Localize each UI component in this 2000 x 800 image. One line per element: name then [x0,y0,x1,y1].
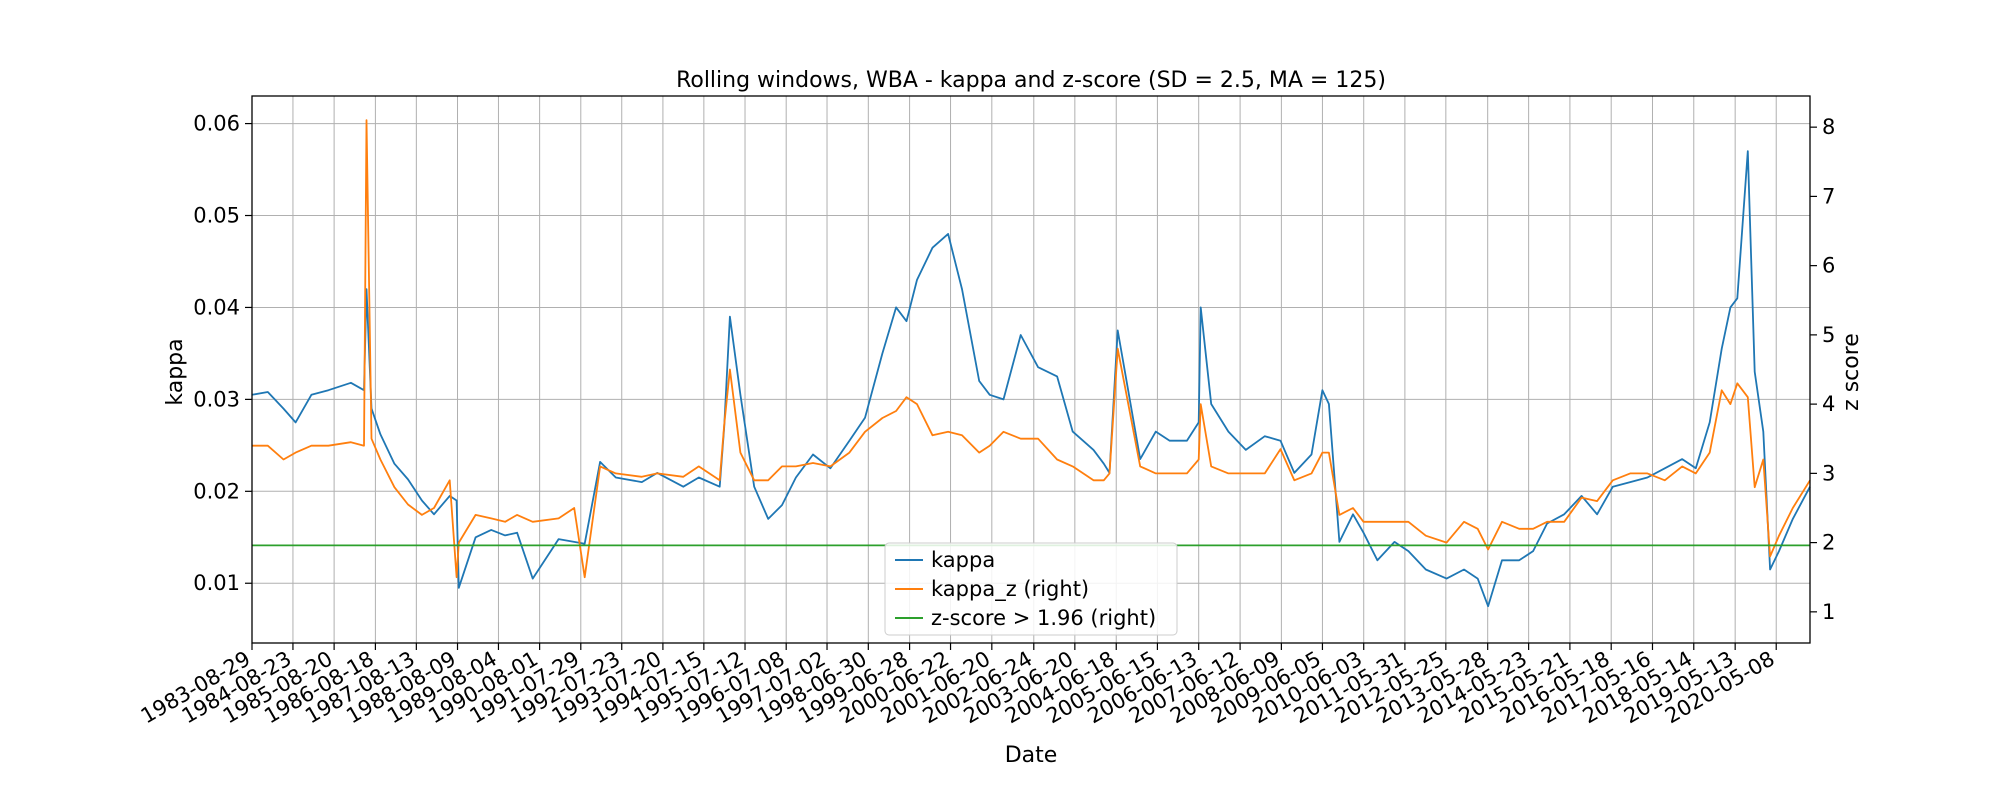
y-gridlines [252,123,1810,584]
y2-tick-label: 3 [1822,461,1835,485]
legend: kappa kappa_z (right) z-score > 1.96 (ri… [884,542,1178,636]
series-line-kappa [251,150,1811,608]
y2-tick-label: 4 [1822,392,1835,416]
x-axis-ticks: 1983-08-291984-08-231985-08-201986-08-18… [137,643,1779,728]
y-tick-label: 0.02 [193,479,240,503]
series-line-kappa-z [252,119,1811,579]
x-axis-title: Date [1005,743,1058,768]
y2-tick-label: 2 [1822,531,1835,555]
y-axis-title: kappa [163,338,188,405]
plot-frame [251,95,1811,644]
y2-tick-label: 5 [1822,323,1835,347]
series-layer [251,119,1811,608]
y-tick-label: 0.05 [193,204,240,228]
legend-label-threshold: z-score > 1.96 (right) [931,606,1156,630]
y-tick-label: 0.06 [193,112,240,136]
chart-title: Rolling windows, WBA - kappa and z-score… [676,68,1386,93]
y-tick-label: 0.03 [193,387,240,411]
y2-axis-title: z score [1839,333,1864,411]
y2-tick-label: 7 [1822,184,1835,208]
y2-tick-label: 6 [1822,254,1835,278]
y-tick-label: 0.04 [193,295,240,319]
legend-box [884,542,1178,636]
legend-label-kappa-z: kappa_z (right) [931,577,1089,602]
y-tick-label: 0.01 [193,571,240,595]
legend-label-kappa: kappa [931,548,995,572]
y2-tick-label: 1 [1822,600,1835,624]
y-axis-right-ticks: 1 2 3 4 5 6 7 8 [1810,115,1835,624]
y-axis-left-ticks: 0.01 0.02 0.03 0.04 0.05 0.06 [193,112,252,595]
y2-tick-label: 8 [1822,115,1835,139]
